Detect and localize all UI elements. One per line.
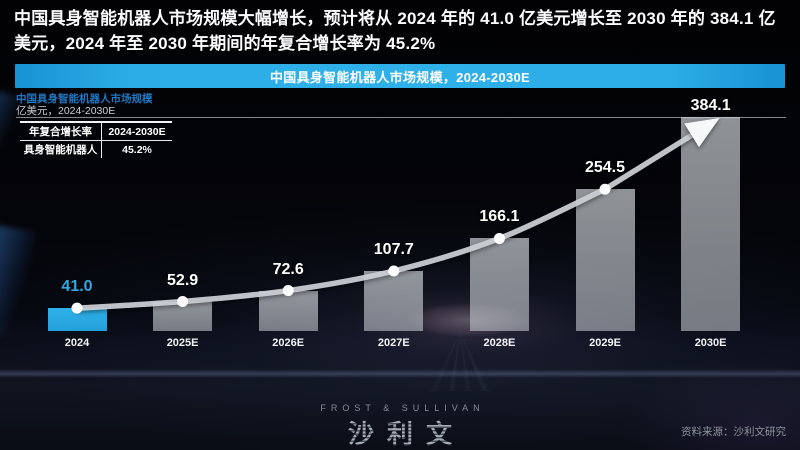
chart-subtitle: 中国具身智能机器人市场规模 [16,93,153,105]
x-axis-label-2027E: 2027E [377,337,410,349]
top-gridline [16,117,786,118]
source-note: 资料来源：沙利文研究 [681,426,786,438]
x-axis-label-2026E: 2026E [272,337,305,349]
bar-2027E [364,270,424,331]
panel-title: 中国具身智能机器人市场规模，2024-2030E [269,69,531,85]
x-axis-label-2025E: 2025E [166,337,199,349]
chart-panel-header: 中国具身智能机器人市场规模，2024-2030E [15,64,785,88]
bar-2024 [47,308,107,331]
value-label-2026E: 72.6 [272,260,304,278]
x-axis-label-2024: 2024 [64,337,90,349]
bar-2025E [153,301,213,331]
value-label-2030E: 384.1 [690,97,731,114]
x-axis-label-2030E: 2030E [694,337,727,349]
headline: 中国具身智能机器人市场规模大幅增长，预计将从 2024 年的 41.0 亿美元增… [14,9,776,53]
bar-2029E [575,189,635,331]
x-axis-label-2029E: 2029E [589,337,621,349]
value-label-2025E: 52.9 [167,271,199,289]
value-label-2024: 41.0 [61,278,93,296]
value-label-2029E: 254.5 [584,159,626,177]
unit-label: 亿美元，2024-2030E [16,105,116,117]
x-axis-label-2028E: 2028E [483,337,516,349]
value-label-2028E: 166.1 [479,208,520,226]
value-label-2027E: 107.7 [373,240,414,258]
bar-2030E [681,117,741,331]
bar-2028E [469,238,529,331]
bar-2026E [258,290,318,331]
